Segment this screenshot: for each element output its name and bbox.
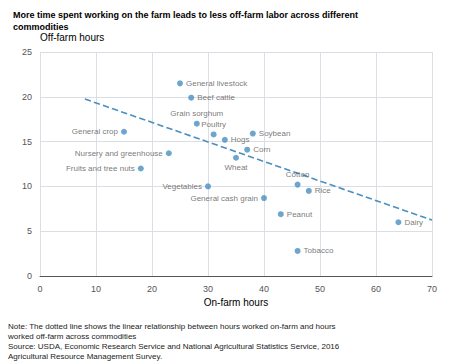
svg-text:70: 70 — [427, 284, 437, 294]
svg-text:Beef cattle: Beef cattle — [197, 93, 235, 102]
svg-text:Fruits and tree nuts: Fruits and tree nuts — [66, 164, 135, 173]
svg-text:0: 0 — [37, 284, 42, 294]
svg-text:Poultry: Poultry — [201, 120, 226, 129]
svg-text:On-farm hours: On-farm hours — [204, 297, 268, 308]
svg-text:25: 25 — [22, 47, 32, 57]
svg-text:commodities: commodities — [13, 22, 69, 32]
svg-text:Tobacco: Tobacco — [304, 246, 334, 255]
svg-text:40: 40 — [259, 284, 269, 294]
svg-text:Agricultural Resource Manageme: Agricultural Resource Management Survey. — [8, 352, 162, 361]
svg-text:0: 0 — [27, 271, 32, 281]
svg-text:General cash grain: General cash grain — [190, 194, 258, 203]
svg-text:Dairy: Dairy — [404, 218, 423, 227]
svg-text:20: 20 — [147, 284, 157, 294]
svg-text:Grain sorghum: Grain sorghum — [170, 109, 223, 118]
svg-text:Wheat: Wheat — [224, 163, 248, 172]
svg-text:Nursery and greenhouse: Nursery and greenhouse — [75, 149, 164, 158]
svg-text:Rice: Rice — [315, 186, 332, 195]
svg-text:Note: The dotted line shows th: Note: The dotted line shows the linear r… — [8, 322, 336, 331]
svg-text:General livestock: General livestock — [186, 79, 248, 88]
svg-text:Off-farm hours: Off-farm hours — [40, 32, 104, 43]
svg-text:Soybean: Soybean — [259, 129, 291, 138]
svg-text:Hogs: Hogs — [231, 135, 250, 144]
svg-text:20: 20 — [22, 92, 32, 102]
svg-text:60: 60 — [371, 284, 381, 294]
svg-text:10: 10 — [22, 181, 32, 191]
svg-text:50: 50 — [315, 284, 325, 294]
svg-text:30: 30 — [203, 284, 213, 294]
svg-text:Peanut: Peanut — [287, 210, 313, 219]
svg-text:Cotton: Cotton — [286, 170, 310, 179]
svg-text:General crop: General crop — [72, 127, 119, 136]
svg-text:More time spent working on the: More time spent working on the farm lead… — [13, 10, 358, 20]
svg-text:Source: USDA, Economic Researc: Source: USDA, Economic Research Service … — [8, 342, 340, 351]
svg-text:Corn: Corn — [253, 145, 270, 154]
svg-text:15: 15 — [22, 137, 32, 147]
svg-text:5: 5 — [27, 226, 32, 236]
svg-text:10: 10 — [91, 284, 101, 294]
svg-text:worked off-farm across commodi: worked off-farm across commodities — [7, 332, 136, 341]
svg-text:Vegetables: Vegetables — [162, 182, 202, 191]
